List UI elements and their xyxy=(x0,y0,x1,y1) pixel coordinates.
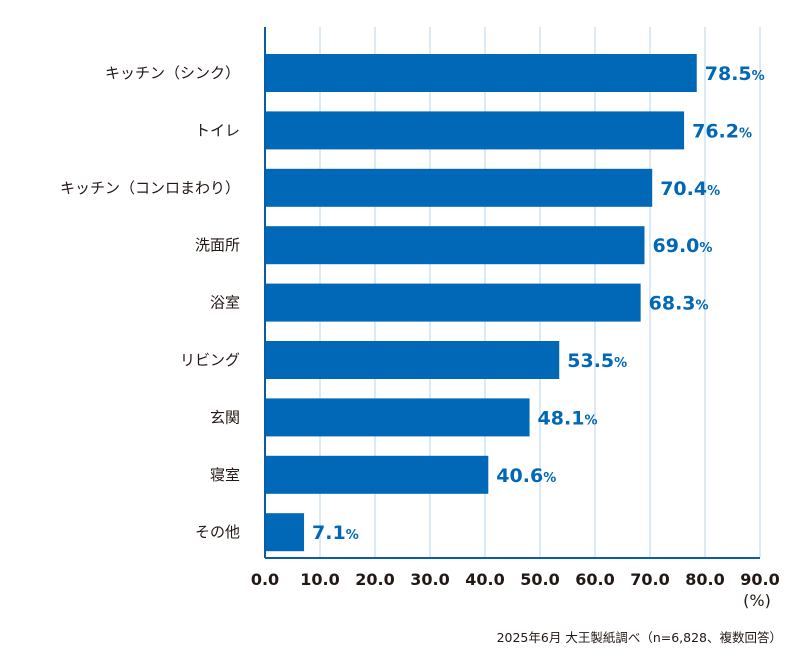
labels: 0.0 10.0 20.0 30.0 40.0 50.0 60.0 70.0 80.0 90.0 キ… xyxy=(60,63,780,589)
x-tick-label: 0.0 xyxy=(251,570,279,589)
x-tick-label: 60.0 xyxy=(575,570,614,589)
x-tick-label: 10.0 xyxy=(300,570,339,589)
data-label: 53.5% xyxy=(567,350,627,372)
x-tick-label: 90.0 xyxy=(740,570,779,589)
category-label: 寝室 xyxy=(210,466,240,484)
bar xyxy=(266,455,489,494)
category-label: その他 xyxy=(195,523,240,541)
bar xyxy=(266,226,645,265)
category-label: リビング xyxy=(180,351,240,369)
axes xyxy=(264,27,760,559)
bar xyxy=(266,283,641,322)
bar xyxy=(266,513,305,552)
category-label: 玄関 xyxy=(210,408,240,426)
category-label: 洗面所 xyxy=(195,236,240,254)
bar xyxy=(266,168,653,207)
bar xyxy=(266,341,560,379)
x-tick-label: 20.0 xyxy=(355,570,394,589)
bar xyxy=(266,54,697,92)
x-tick-label: 80.0 xyxy=(685,570,724,589)
data-label: 48.1% xyxy=(538,407,598,429)
data-label: 76.2% xyxy=(692,120,752,142)
x-tick-label: 70.0 xyxy=(630,570,669,589)
data-label: 78.5% xyxy=(705,63,765,85)
bar xyxy=(266,398,530,437)
bar xyxy=(266,111,685,150)
category-label: キッチン（コンロまわり） xyxy=(60,179,240,197)
x-axis-unit: (%) xyxy=(743,591,771,610)
category-label: トイレ xyxy=(195,121,240,139)
data-label: 40.6% xyxy=(496,465,556,487)
x-tick-label: 50.0 xyxy=(520,570,559,589)
data-label: 68.3% xyxy=(649,293,709,315)
data-label: 70.4% xyxy=(660,178,720,200)
category-label: キッチン（シンク） xyxy=(105,64,240,82)
data-label: 69.0% xyxy=(653,235,713,257)
footnote: 2025年6月 大王製紙調べ（n=6,828、複数回答） xyxy=(497,630,782,645)
x-tick-label: 30.0 xyxy=(410,570,449,589)
x-tick-label: 40.0 xyxy=(465,570,504,589)
category-label: 浴室 xyxy=(210,294,240,312)
data-label: 7.1% xyxy=(312,522,359,544)
bars xyxy=(266,54,697,552)
